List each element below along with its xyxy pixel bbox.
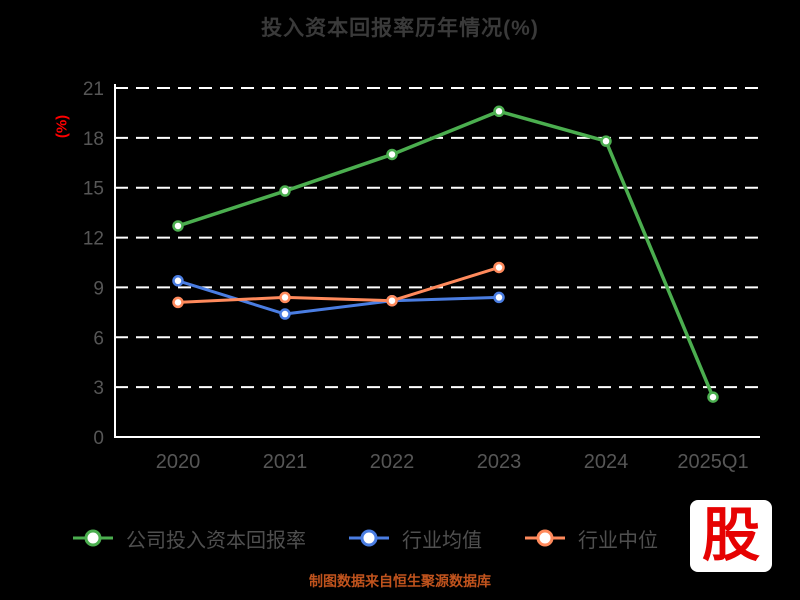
data-point [386,148,398,161]
data-point [493,105,505,118]
data-point [172,220,184,232]
data-point [707,391,719,403]
svg-text:9: 9 [93,278,104,299]
data-point [493,291,505,304]
data-source-caption: 制图数据来自恒生聚源数据库 [309,573,491,589]
svg-text:18: 18 [83,129,104,150]
legend-line-circle-marker [349,529,389,547]
svg-text:2022: 2022 [370,451,415,473]
data-point [172,275,184,287]
data-point [386,294,398,307]
data-point [279,185,291,197]
legend-label-company-roic: 公司投入资本回报率 [126,529,306,552]
svg-text:2024: 2024 [584,451,629,473]
data-point [172,296,184,309]
legend-line-circle-marker [525,529,565,547]
svg-text:2023: 2023 [477,451,522,473]
svg-text:2025Q1: 2025Q1 [677,451,748,473]
watermark-text: 股 [701,503,760,568]
svg-text:2020: 2020 [156,451,201,473]
series-company-roic [172,105,719,403]
legend-label-industry-median: 行业中位 [578,529,658,552]
chart-title: 投入资本回报率历年情况(%) [261,17,539,40]
legend-item-industry-mean[interactable]: 行业均值 [348,524,482,553]
svg-text:21: 21 [83,79,104,100]
svg-text:6: 6 [93,328,104,349]
watermark-badge: 股 [690,500,772,572]
svg-text:3: 3 [93,378,104,399]
axes [114,84,760,438]
data-point [493,261,505,274]
gridlines [115,87,758,389]
y-axis-tick-labels: 0 3 6 9 12 15 18 21 [83,79,104,449]
x-axis-tick-labels: 2020 2021 2022 2023 2024 2025Q1 [156,451,749,473]
series-industry-median [172,261,505,309]
svg-text:15: 15 [83,179,104,200]
data-point [600,135,612,147]
svg-text:12: 12 [83,229,104,250]
legend-line-circle-marker [73,529,113,547]
legend-item-company-roic[interactable]: 公司投入资本回报率 [72,524,306,553]
svg-text:2021: 2021 [263,451,308,473]
legend-label-industry-mean: 行业均值 [402,529,482,552]
data-point [279,291,291,304]
svg-text:0: 0 [93,428,104,449]
data-point [279,308,291,320]
legend-item-industry-median[interactable]: 行业中位 [524,524,658,553]
series-industry-mean [172,275,505,320]
legend: 公司投入资本回报率 行业均值 行业中位 [72,518,800,558]
